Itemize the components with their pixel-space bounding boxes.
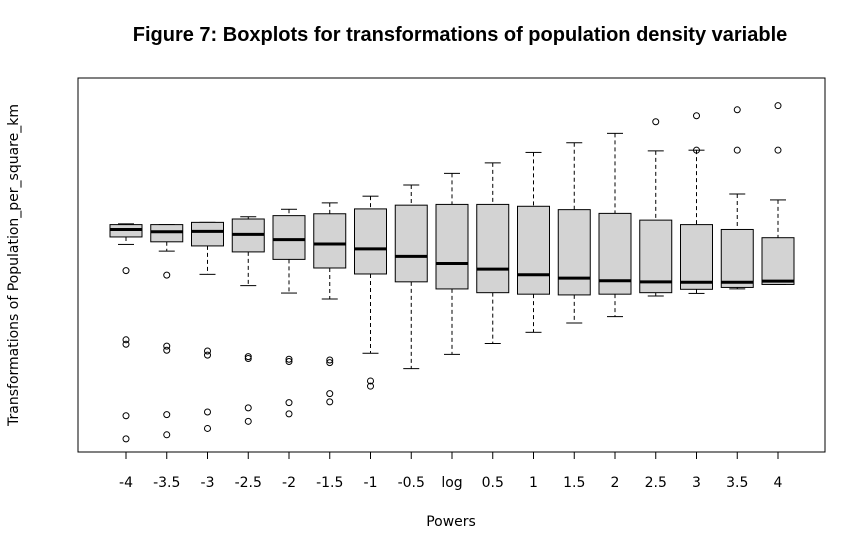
boxplot-group bbox=[639, 118, 673, 297]
outlier-point bbox=[204, 351, 211, 359]
box bbox=[517, 205, 550, 295]
outlier-point bbox=[163, 411, 171, 419]
y-axis-label: Transformations of Population_per_square… bbox=[6, 104, 22, 427]
x-tick-label: 2.5 bbox=[645, 475, 667, 491]
box bbox=[435, 203, 469, 290]
boxplot-group bbox=[680, 112, 713, 294]
boxplot-group bbox=[394, 184, 428, 370]
boxplot-group bbox=[354, 195, 387, 390]
outlier-point bbox=[733, 106, 741, 114]
outlier-point bbox=[122, 340, 130, 348]
boxplot-group bbox=[476, 162, 510, 345]
x-tick-label: -3 bbox=[201, 475, 215, 491]
box bbox=[557, 209, 591, 296]
x-tick-label: -2 bbox=[282, 475, 296, 491]
boxplot-group bbox=[720, 106, 754, 290]
outlier-point bbox=[204, 347, 211, 355]
box bbox=[476, 203, 510, 294]
outlier-point bbox=[244, 353, 252, 361]
outlier-point bbox=[326, 398, 334, 406]
x-tick-label: log bbox=[441, 475, 462, 491]
outlier-point bbox=[204, 408, 211, 416]
boxplot-group bbox=[313, 202, 347, 406]
x-tick-label: 3 bbox=[692, 475, 701, 491]
outlier-point bbox=[163, 342, 171, 350]
outlier-point bbox=[774, 146, 782, 154]
x-tick-label: -1 bbox=[364, 475, 378, 491]
boxplot-group bbox=[435, 172, 469, 355]
outlier-point bbox=[204, 424, 211, 432]
outlier-point bbox=[163, 271, 171, 279]
x-tick-label: -2.5 bbox=[235, 475, 262, 491]
x-tick-label: 2 bbox=[611, 475, 620, 491]
outlier-point bbox=[367, 377, 374, 385]
box bbox=[394, 204, 428, 283]
outlier-point bbox=[326, 356, 334, 364]
outlier-point bbox=[285, 355, 293, 363]
x-tick-label: 0.5 bbox=[482, 475, 504, 491]
boxplot-group bbox=[557, 142, 591, 324]
x-axis-label: Powers bbox=[426, 514, 476, 530]
outlier-point bbox=[326, 359, 334, 367]
box bbox=[680, 224, 713, 290]
outlier-point bbox=[122, 267, 130, 275]
x-tick-label: -4 bbox=[119, 475, 133, 491]
x-tick-label: 3.5 bbox=[726, 475, 748, 491]
boxplot-group bbox=[598, 132, 632, 318]
boxplot-group bbox=[191, 221, 224, 432]
boxplot-group bbox=[150, 224, 184, 439]
boxplot-group bbox=[272, 208, 306, 418]
boxplot-group bbox=[517, 151, 550, 333]
box bbox=[720, 228, 754, 288]
outlier-point bbox=[774, 102, 782, 110]
outlier-point bbox=[693, 112, 700, 120]
box bbox=[272, 215, 306, 260]
chart-title: Figure 7: Boxplots for transformations o… bbox=[132, 24, 788, 46]
outlier-point bbox=[244, 417, 252, 425]
boxplot-group bbox=[231, 216, 265, 425]
outlier-point bbox=[122, 412, 130, 420]
box bbox=[313, 213, 347, 269]
x-tick-label: 1 bbox=[529, 475, 538, 491]
x-tick-label: 4 bbox=[774, 475, 783, 491]
outlier-point bbox=[244, 404, 252, 412]
box bbox=[761, 237, 795, 285]
x-tick-label: -3.5 bbox=[153, 475, 180, 491]
outlier-point bbox=[122, 336, 130, 344]
boxplot-group bbox=[761, 102, 795, 285]
boxes-layer bbox=[109, 102, 795, 443]
box bbox=[354, 208, 387, 275]
outlier-point bbox=[367, 382, 374, 390]
outlier-point bbox=[285, 357, 293, 365]
outlier-point bbox=[122, 435, 130, 443]
x-tick-label: -1.5 bbox=[316, 475, 343, 491]
outlier-point bbox=[285, 399, 293, 407]
outlier-point bbox=[652, 118, 660, 126]
boxplot-group bbox=[109, 223, 143, 443]
x-tick-label: 1.5 bbox=[563, 475, 585, 491]
outlier-point bbox=[163, 346, 171, 354]
outlier-point bbox=[163, 431, 171, 439]
outlier-point bbox=[733, 146, 741, 154]
x-tick-label: -0.5 bbox=[398, 475, 425, 491]
outlier-point bbox=[693, 146, 700, 154]
outlier-point bbox=[326, 390, 334, 398]
x-axis: -4 -3.5 -3 -2.5 -2 -1.5 -1 -0.5 log 0.5 1 1.5 2 2.5 3 3… bbox=[119, 452, 783, 491]
box bbox=[191, 221, 224, 247]
outlier-point bbox=[244, 355, 252, 362]
outlier-point bbox=[285, 410, 293, 418]
